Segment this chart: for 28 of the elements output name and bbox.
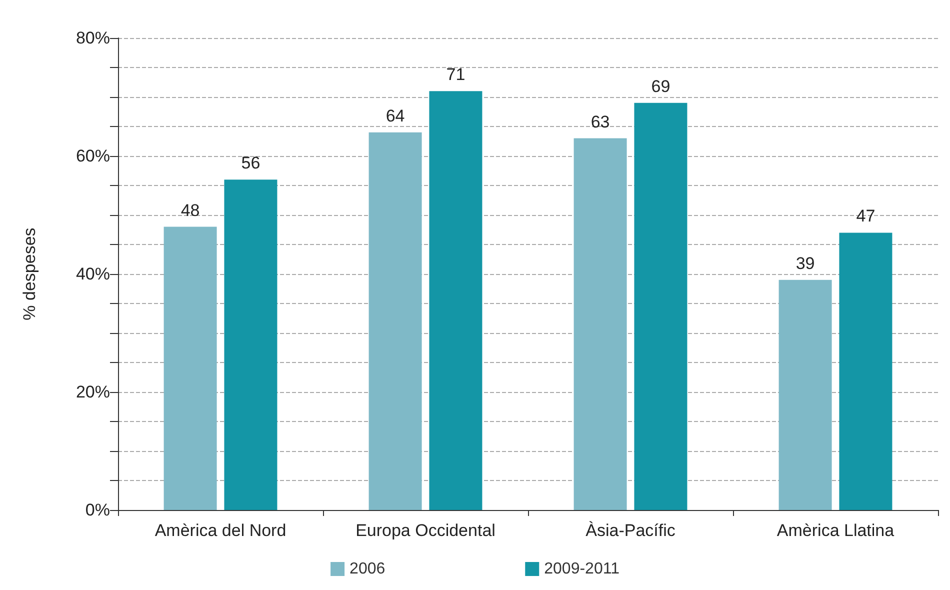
- data-label: 48: [180, 200, 200, 220]
- data-label: 69: [651, 76, 670, 96]
- legend-label: 2009-2011: [544, 560, 620, 578]
- y-tick-label: 80%: [76, 28, 110, 48]
- x-tick-label: Amèrica Llatina: [776, 521, 895, 540]
- y-tick-label: 60%: [76, 146, 110, 166]
- data-label: 56: [241, 154, 260, 173]
- bar: [574, 138, 627, 510]
- bar: [368, 132, 422, 510]
- data-label: 64: [386, 106, 405, 126]
- x-tick-label: Europa Occidental: [356, 521, 496, 540]
- data-label: 39: [796, 254, 815, 273]
- bar: [429, 91, 482, 510]
- bar: [164, 226, 217, 510]
- y-tick-label: 0%: [85, 500, 110, 520]
- y-axis-title: % despeses: [20, 228, 39, 320]
- bar: [839, 232, 892, 510]
- x-tick-label: Amèrica del Nord: [154, 521, 286, 540]
- x-tick-label: Àsia-Pacífic: [586, 521, 676, 540]
- data-label: 71: [446, 65, 466, 84]
- y-tick-label: 40%: [76, 264, 110, 284]
- bar: [224, 180, 278, 510]
- data-label: 63: [590, 112, 610, 132]
- y-tick-label: 20%: [76, 382, 110, 402]
- bar: [778, 280, 832, 510]
- data-label: 47: [856, 206, 876, 226]
- legend-label: 2006: [350, 560, 386, 578]
- bar: [634, 102, 688, 510]
